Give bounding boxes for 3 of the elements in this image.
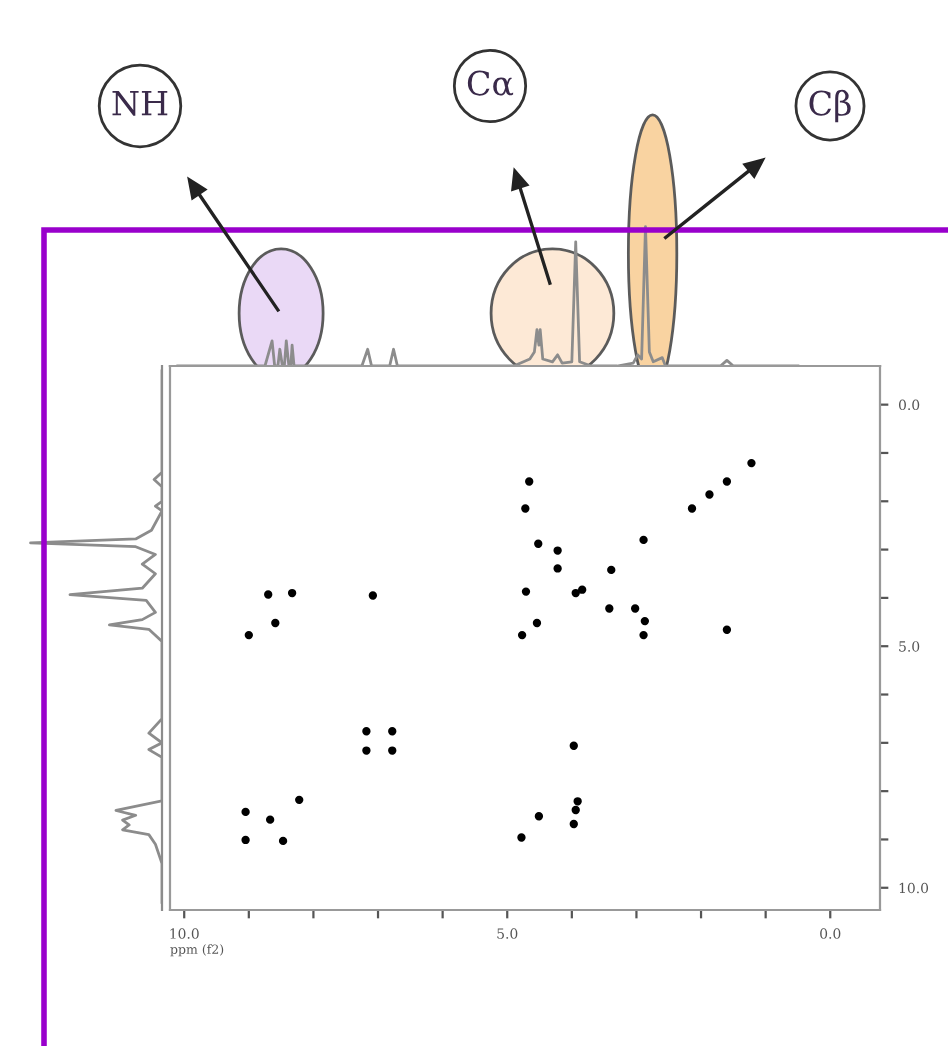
text: NH [112, 90, 168, 116]
text: Cβ [809, 89, 851, 123]
text: Cα [467, 70, 514, 96]
